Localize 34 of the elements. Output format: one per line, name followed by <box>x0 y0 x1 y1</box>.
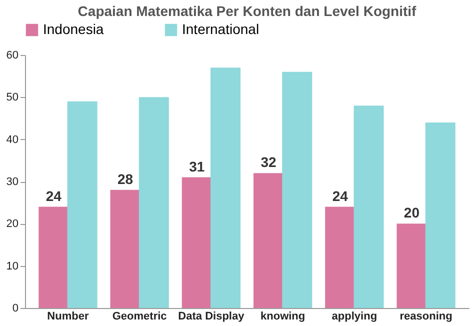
bar <box>182 177 212 308</box>
bar <box>425 122 456 308</box>
bar <box>253 173 284 308</box>
y-tick-label: 60 <box>6 50 18 62</box>
y-tick-label: 10 <box>6 260 18 272</box>
x-tick-label: reasoning <box>400 310 452 322</box>
bar <box>110 190 140 308</box>
bar <box>67 101 98 308</box>
data-label: 20 <box>404 204 420 221</box>
data-label: 28 <box>117 170 134 187</box>
data-label: 31 <box>189 158 205 174</box>
bar <box>282 72 312 308</box>
y-tick-label: 30 <box>6 176 18 188</box>
x-tick-label: applying <box>332 310 378 322</box>
bar <box>325 206 356 308</box>
x-tick-label: Geometric <box>112 310 167 322</box>
legend-label: International <box>182 21 260 37</box>
chart-title: Capaian Matematika Per Konten dan Level Kognitif <box>78 3 417 19</box>
bar <box>38 206 69 308</box>
y-tick-label: 50 <box>6 92 18 104</box>
data-label: 24 <box>332 188 348 204</box>
y-tick-label: 20 <box>6 218 18 230</box>
bar <box>354 106 384 308</box>
x-tick-label: knowing <box>260 310 306 322</box>
legend-label: Indonesia <box>43 21 104 37</box>
data-label: 32 <box>260 154 276 170</box>
y-tick-label: 0 <box>12 302 18 314</box>
bar <box>396 224 427 308</box>
data-label: 24 <box>46 188 62 204</box>
x-tick-label: Number <box>47 310 90 322</box>
bar <box>138 97 169 308</box>
x-tick-label: Data Display <box>178 310 246 322</box>
y-tick-label: 40 <box>6 134 18 146</box>
bar <box>210 68 241 308</box>
